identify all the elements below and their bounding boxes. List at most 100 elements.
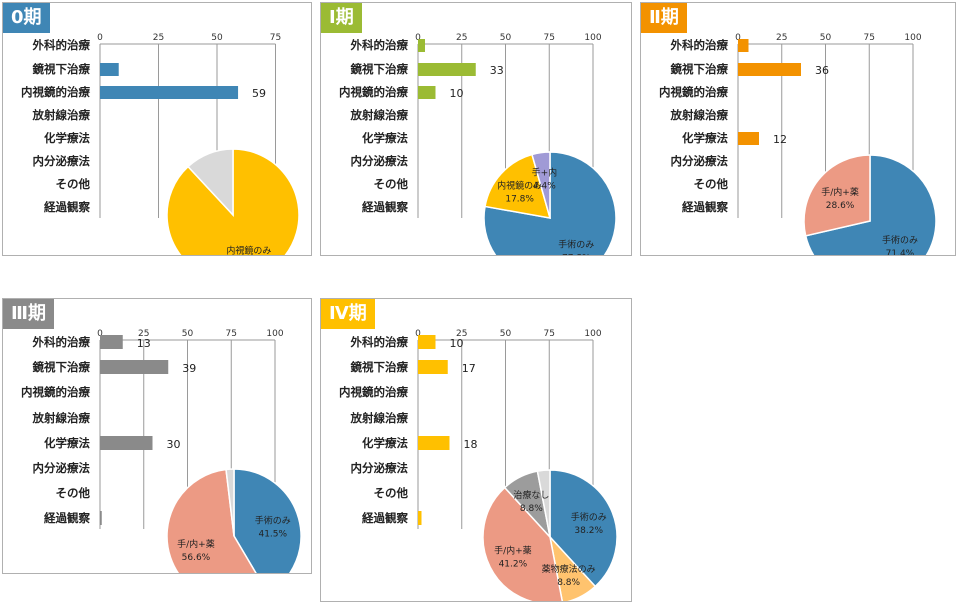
pie-slice <box>166 468 257 573</box>
category-label: 内視鏡的治療 <box>21 85 90 99</box>
category-label: 放射線治療 <box>32 108 91 122</box>
pie-percent: 17.8% <box>505 195 534 205</box>
pie-slice <box>548 534 597 601</box>
chart-panel-stage-2: Ⅱ期 0 25 50 75 100 外科的治療 鏡視下治療 36 内視鏡的治療 放射線治療 化学療法… <box>640 2 956 256</box>
chart-panel-stage-1: Ⅰ期 0 25 50 75 100 外科的治療 鏡視下治療 33 内視鏡的治療 10 放射線治療 化学… <box>320 2 632 256</box>
category-label: 内視鏡的治療 <box>659 85 728 99</box>
tick-label: 100 <box>904 33 921 43</box>
stage-title: Ⅱ期 <box>641 3 687 33</box>
category-label: 化学療法 <box>44 131 90 145</box>
pie-label: 内視鏡のみ <box>226 245 271 256</box>
category-label: 内視鏡的治療 <box>339 385 408 399</box>
value-label: 12 <box>773 133 787 146</box>
pie-slice <box>484 153 552 219</box>
tick-label: 100 <box>584 33 601 43</box>
value-label: 59 <box>252 87 266 100</box>
pie-percent: 41.5% <box>258 529 287 539</box>
pie-percent: 4.4% <box>533 181 556 191</box>
category-label: 内分泌療法 <box>351 154 409 168</box>
bar <box>100 86 239 99</box>
pie-percent: 56.6% <box>182 553 211 563</box>
tick-label: 0 <box>97 329 103 339</box>
stage-title: Ⅲ期 <box>3 299 55 329</box>
pie-percent: 38.2% <box>574 526 603 536</box>
pie-label: 治療なし <box>513 489 549 501</box>
category-label: 鏡視下治療 <box>350 360 409 374</box>
bar <box>738 39 749 52</box>
category-label: 化学療法 <box>362 436 408 450</box>
category-label: 内分泌療法 <box>351 461 409 475</box>
tick-label: 25 <box>456 33 467 43</box>
tick-label: 75 <box>544 329 555 339</box>
bar <box>418 436 450 450</box>
bar <box>100 63 119 76</box>
tick-label: 0 <box>735 33 741 43</box>
tick-label: 50 <box>182 329 194 339</box>
category-label: 放射線治療 <box>670 108 729 122</box>
tick-label: 25 <box>776 33 787 43</box>
value-label: 33 <box>490 64 504 77</box>
tick-label: 0 <box>97 33 103 43</box>
pie-label: 手+内 <box>532 166 558 178</box>
category-label: 化学療法 <box>362 131 408 145</box>
stage-title: Ⅳ期 <box>321 299 375 329</box>
category-label: 外科的治療 <box>32 38 91 52</box>
pie-label: 手術のみ <box>255 514 291 526</box>
tick-label: 75 <box>864 33 875 43</box>
category-label: 外科的治療 <box>670 38 729 52</box>
tick-label: 25 <box>456 329 467 339</box>
pie-label: 手/内+薬 <box>494 545 532 557</box>
category-label: 鏡視下治療 <box>32 360 91 374</box>
pie-percent: 8.8% <box>557 578 580 588</box>
pie-percent: 8.8% <box>520 504 543 514</box>
pie-percent: 41.2% <box>499 560 528 570</box>
stage-title: 0期 <box>3 3 50 33</box>
tick-label: 75 <box>226 329 237 339</box>
category-label: 放射線治療 <box>350 108 409 122</box>
pie-slice <box>166 148 300 255</box>
category-label: 内視鏡的治療 <box>21 385 90 399</box>
category-label: 化学療法 <box>44 436 90 450</box>
pie-slice <box>482 486 563 601</box>
pie-slice <box>549 469 618 588</box>
category-label: 内分泌療法 <box>33 461 91 475</box>
bar <box>738 132 759 145</box>
pie-slice <box>483 151 617 255</box>
tick-label: 50 <box>500 329 512 339</box>
tick-label: 0 <box>415 33 421 43</box>
category-label: その他 <box>56 177 91 191</box>
category-label: 経過観察 <box>362 511 408 525</box>
pie-slice <box>233 468 302 573</box>
value-label: 10 <box>450 337 464 350</box>
chart-panel-stage-0: 0期 0 25 50 75 外科的治療 鏡視下治療 内視鏡的治療 59 放射線治療 化学療法 内分泌… <box>2 2 312 256</box>
category-label: 内分泌療法 <box>33 154 91 168</box>
category-label: 化学療法 <box>682 131 728 145</box>
value-label: 18 <box>464 438 478 451</box>
pie-slice <box>536 469 551 538</box>
pie-label: 手/内+薬 <box>177 538 215 550</box>
category-label: 内分泌療法 <box>671 154 729 168</box>
tick-label: 25 <box>138 329 149 339</box>
tick-label: 25 <box>153 33 164 43</box>
category-label: 内視鏡的治療 <box>339 85 408 99</box>
bar <box>738 63 801 76</box>
tick-label: 100 <box>266 329 283 339</box>
pie-percent: 28.6% <box>826 201 855 211</box>
bar <box>100 436 153 450</box>
pie-label: 手術のみ <box>882 234 918 246</box>
pie-slice <box>225 468 235 537</box>
tick-label: 0 <box>415 329 421 339</box>
bar <box>418 511 422 525</box>
category-label: 鏡視下治療 <box>32 62 91 76</box>
tick-label: 50 <box>820 33 832 43</box>
stage-title: Ⅰ期 <box>321 3 362 33</box>
bar <box>418 360 448 374</box>
category-label: 経過観察 <box>682 200 728 214</box>
category-label: 経過観察 <box>362 200 408 214</box>
bar <box>100 335 123 349</box>
pie-label: 手/内+薬 <box>821 186 859 198</box>
